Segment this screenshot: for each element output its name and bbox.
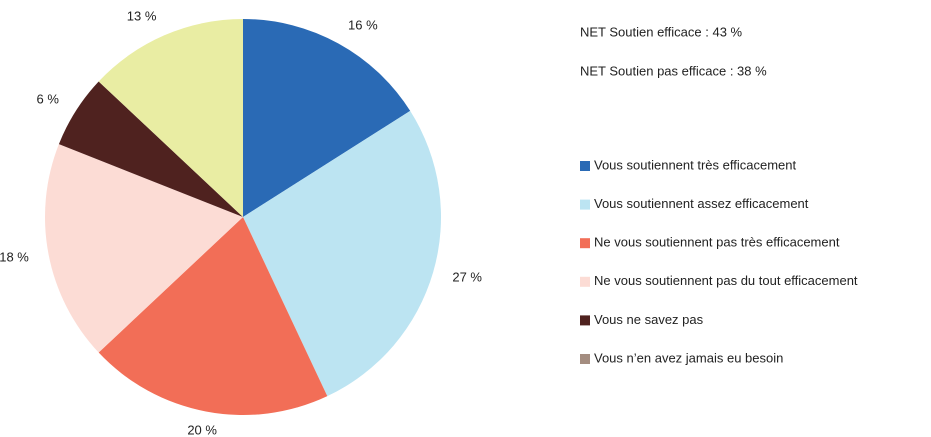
pie-slice bbox=[243, 19, 411, 217]
legend-swatch bbox=[580, 238, 590, 249]
legend-label: Ne vous soutiennent pas du tout efficace… bbox=[594, 273, 858, 288]
pie-slice bbox=[98, 217, 328, 415]
pie-slice bbox=[44, 144, 243, 353]
pie-slice bbox=[243, 110, 442, 397]
pie-slice bbox=[58, 81, 244, 217]
legend-swatch bbox=[580, 276, 590, 287]
legend-label: Vous ne savez pas bbox=[594, 312, 704, 327]
legend-label: Vous soutiennent assez efficacement bbox=[594, 196, 809, 211]
legend-label: Vous soutiennent très efficacement bbox=[594, 157, 796, 172]
data-label: 18 % bbox=[0, 249, 29, 264]
annotation: NET Soutien pas efficace : 38 % bbox=[580, 63, 767, 78]
data-label: 6 % bbox=[37, 92, 60, 107]
data-label: 27 % bbox=[452, 269, 482, 284]
legend-swatch bbox=[580, 315, 590, 326]
data-label: 13 % bbox=[127, 8, 157, 23]
data-label: 20 % bbox=[187, 423, 217, 437]
legend-swatch bbox=[580, 199, 590, 210]
legend-swatch bbox=[580, 354, 590, 364]
legend-swatch bbox=[580, 161, 590, 171]
annotation: NET Soutien efficace : 43 % bbox=[580, 24, 743, 39]
data-label: 16 % bbox=[348, 17, 378, 32]
pie-slice bbox=[98, 19, 243, 217]
legend-label: Ne vous soutiennent pas très efficacemen… bbox=[594, 235, 840, 250]
legend-label: Vous n’en avez jamais eu besoin bbox=[594, 350, 783, 365]
